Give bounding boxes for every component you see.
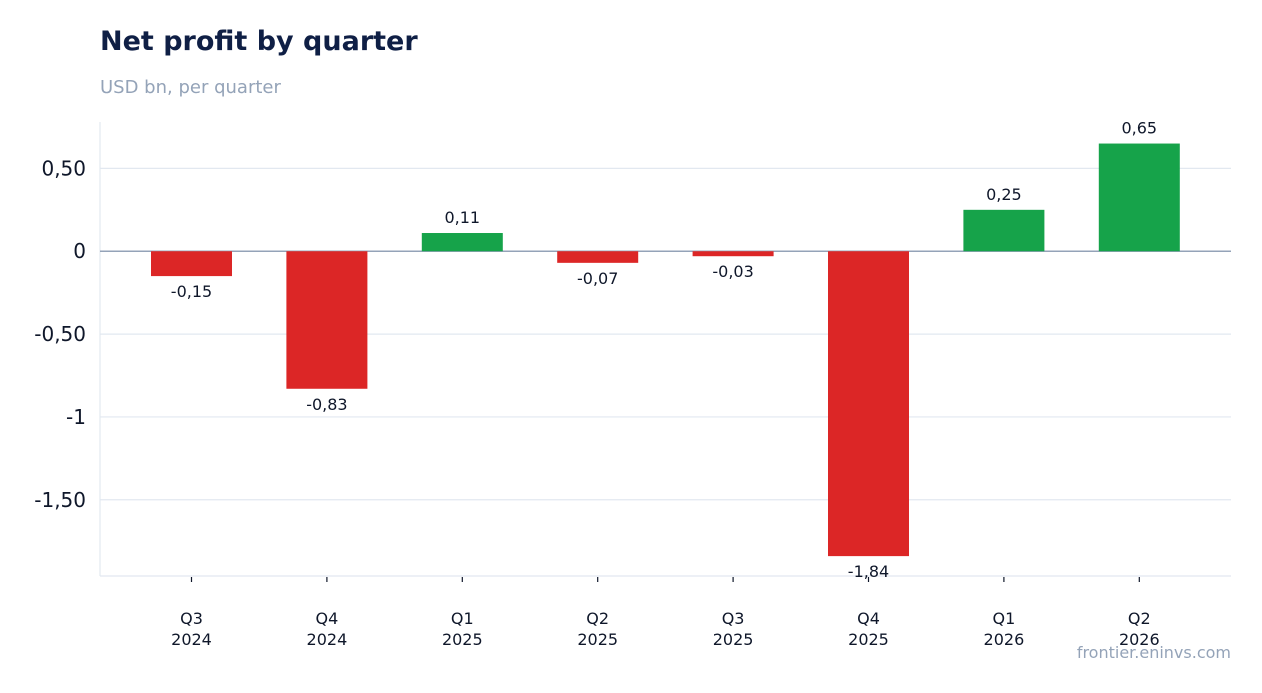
data-label-2: 0,11 xyxy=(444,208,480,227)
x-tick-label-year-1: 2024 xyxy=(307,630,348,649)
x-tick-label-year-7: 2026 xyxy=(1119,630,1160,649)
data-label-1: -0,83 xyxy=(306,395,347,414)
x-tick-label-quarter-1: Q4 xyxy=(316,609,339,628)
x-tick-label-year-4: 2025 xyxy=(713,630,754,649)
bar-4 xyxy=(692,251,774,257)
data-label-6: 0,25 xyxy=(986,185,1022,204)
grid-layer xyxy=(100,167,1231,501)
x-tick-label-quarter-3: Q2 xyxy=(586,609,609,628)
x-tick-label-quarter-7: Q2 xyxy=(1128,609,1151,628)
label-layer: -0,15 -0,83 0,11 -0,07 -0,03 -1,84 0,25 0,65 xyxy=(171,119,1157,582)
bar-2 xyxy=(421,233,503,252)
x-tick-label-year-5: 2025 xyxy=(848,630,889,649)
x-tick-label-quarter-4: Q3 xyxy=(722,609,745,628)
data-label-4: -0,03 xyxy=(712,262,753,281)
bar-5 xyxy=(828,251,909,557)
x-tick-label-year-3: 2025 xyxy=(577,630,618,649)
x-tick-label-quarter-6: Q1 xyxy=(993,609,1016,628)
y-tick-label-3: -1 xyxy=(66,405,86,429)
axis-layer: 0,50 0 -0,50 -1 -1,50 Q3 2024 Q4 2024 Q1 2025 Q2 202… xyxy=(34,122,1231,649)
chart-subtitle: USD bn, per quarter xyxy=(100,77,281,98)
x-tick-label-quarter-0: Q3 xyxy=(180,609,203,628)
source-note: frontier.eninvs.com xyxy=(1076,643,1231,662)
y-tick-label-2: -0,50 xyxy=(34,322,86,346)
y-tick-label-0: 0,50 xyxy=(41,156,86,180)
bar-6 xyxy=(963,209,1045,252)
data-label-5: -1,84 xyxy=(848,562,889,581)
y-tick-label-4: -1,50 xyxy=(34,488,86,512)
bar-0 xyxy=(151,251,232,277)
bar-3 xyxy=(557,251,639,263)
data-label-7: 0,65 xyxy=(1121,119,1157,138)
x-tick-label-quarter-2: Q1 xyxy=(451,609,474,628)
x-tick-label-quarter-5: Q4 xyxy=(857,609,880,628)
y-tick-label-1: 0 xyxy=(73,239,86,263)
bar-7 xyxy=(1098,143,1180,252)
data-label-0: -0,15 xyxy=(171,282,212,301)
x-tick-label-year-2: 2025 xyxy=(442,630,483,649)
x-tick-label-year-6: 2026 xyxy=(984,630,1025,649)
bar-1 xyxy=(286,251,368,389)
data-label-3: -0,07 xyxy=(577,269,618,288)
bar-layer xyxy=(151,143,1180,557)
x-tick-label-year-0: 2024 xyxy=(171,630,212,649)
chart-title: Net profit by quarter xyxy=(100,26,418,57)
